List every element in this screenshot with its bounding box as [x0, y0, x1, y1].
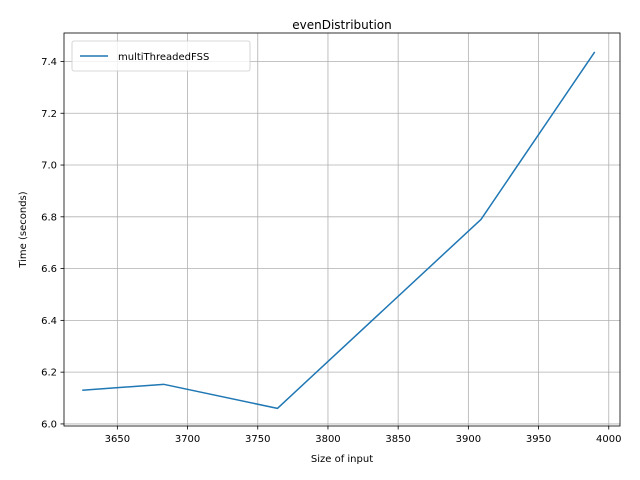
y-tick-label: 7.4	[41, 57, 57, 68]
y-axis-label: Time (seconds)	[18, 191, 29, 268]
x-axis-label: Size of input	[311, 454, 373, 465]
x-tick-label: 3800	[315, 434, 340, 445]
x-tick-label: 3900	[456, 434, 481, 445]
y-tick-label: 6.6	[41, 264, 57, 275]
y-tick-label: 6.8	[41, 212, 57, 223]
y-tick-label: 7.0	[41, 161, 57, 172]
y-tick-label: 6.4	[41, 316, 57, 327]
legend-box	[71, 40, 251, 72]
x-tick-label: 4000	[596, 434, 621, 445]
chart-title: evenDistribution	[292, 18, 391, 32]
plot-area	[82, 51, 596, 410]
y-tick-label: 6.2	[41, 368, 57, 379]
x-tick-label: 3750	[245, 434, 270, 445]
legend: multiThreadedFSS	[71, 40, 251, 72]
ticks: 3650 3700 3750 3800 3850 3900 3950 4000 6.0 6.2 6.…	[41, 57, 621, 445]
y-tick-label: 7.2	[41, 109, 57, 120]
series-line-multiThreadedFSS	[82, 51, 596, 410]
x-tick-label: 3850	[385, 434, 410, 445]
x-tick-label: 3700	[175, 434, 200, 445]
x-tick-label: 3650	[105, 434, 130, 445]
x-tick-label: 3950	[526, 434, 551, 445]
y-tick-label: 6.0	[41, 419, 57, 430]
legend-label: multiThreadedFSS	[118, 52, 209, 63]
grid	[64, 33, 620, 426]
axes-frame	[63, 32, 621, 427]
